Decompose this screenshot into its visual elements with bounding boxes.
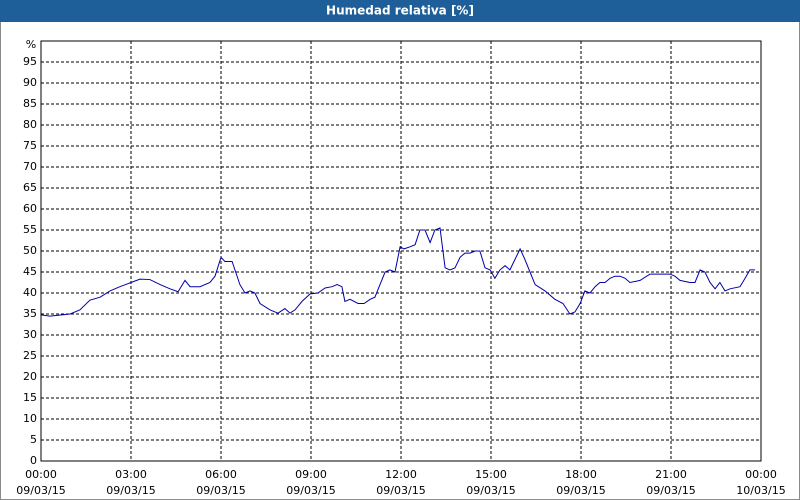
x-tick-date: 09/03/15 bbox=[556, 484, 605, 497]
x-tick-date: 10/03/15 bbox=[736, 484, 785, 497]
y-tick-label: 15 bbox=[23, 391, 37, 404]
y-tick-label: 75 bbox=[23, 139, 37, 152]
y-tick-label: 85 bbox=[23, 97, 37, 110]
x-tick-date: 09/03/15 bbox=[196, 484, 245, 497]
y-tick-label: 0 bbox=[30, 454, 37, 467]
y-tick-label: 10 bbox=[23, 412, 37, 425]
y-tick-label: 90 bbox=[23, 76, 37, 89]
y-tick-label: 40 bbox=[23, 286, 37, 299]
x-tick-date: 09/03/15 bbox=[286, 484, 335, 497]
x-tick-label: 00:00 bbox=[745, 468, 777, 481]
y-tick-label: 5 bbox=[30, 433, 37, 446]
x-tick-label: 06:00 bbox=[205, 468, 237, 481]
x-tick-label: 00:00 bbox=[25, 468, 57, 481]
y-tick-label: 35 bbox=[23, 307, 37, 320]
y-tick-label: 60 bbox=[23, 202, 37, 215]
y-tick-label: 70 bbox=[23, 160, 37, 173]
y-tick-label: 20 bbox=[23, 370, 37, 383]
x-tick-label: 21:00 bbox=[655, 468, 687, 481]
y-tick-label: 45 bbox=[23, 265, 37, 278]
x-tick-date: 09/03/15 bbox=[646, 484, 695, 497]
y-tick-label: 55 bbox=[23, 223, 37, 236]
y-axis-unit: % bbox=[26, 38, 36, 51]
x-tick-date: 09/03/15 bbox=[106, 484, 155, 497]
title-bar bbox=[0, 0, 800, 22]
y-tick-label: 30 bbox=[23, 328, 37, 341]
y-tick-label: 95 bbox=[23, 55, 37, 68]
data-line bbox=[40, 227, 755, 317]
y-tick-label: 80 bbox=[23, 118, 37, 131]
x-tick-date: 09/03/15 bbox=[466, 484, 515, 497]
plot-frame bbox=[40, 40, 762, 462]
chart-title: Humedad relativa [%] bbox=[326, 4, 474, 18]
x-tick-label: 09:00 bbox=[295, 468, 327, 481]
x-tick-date: 09/03/15 bbox=[16, 484, 65, 497]
x-tick-label: 15:00 bbox=[475, 468, 507, 481]
y-tick-label: 65 bbox=[23, 181, 37, 194]
y-tick-label: 25 bbox=[23, 349, 37, 362]
x-tick-date: 09/03/15 bbox=[376, 484, 425, 497]
x-tick-label: 03:00 bbox=[115, 468, 147, 481]
x-tick-label: 12:00 bbox=[385, 468, 417, 481]
y-tick-label: 50 bbox=[23, 244, 37, 257]
x-tick-label: 18:00 bbox=[565, 468, 597, 481]
